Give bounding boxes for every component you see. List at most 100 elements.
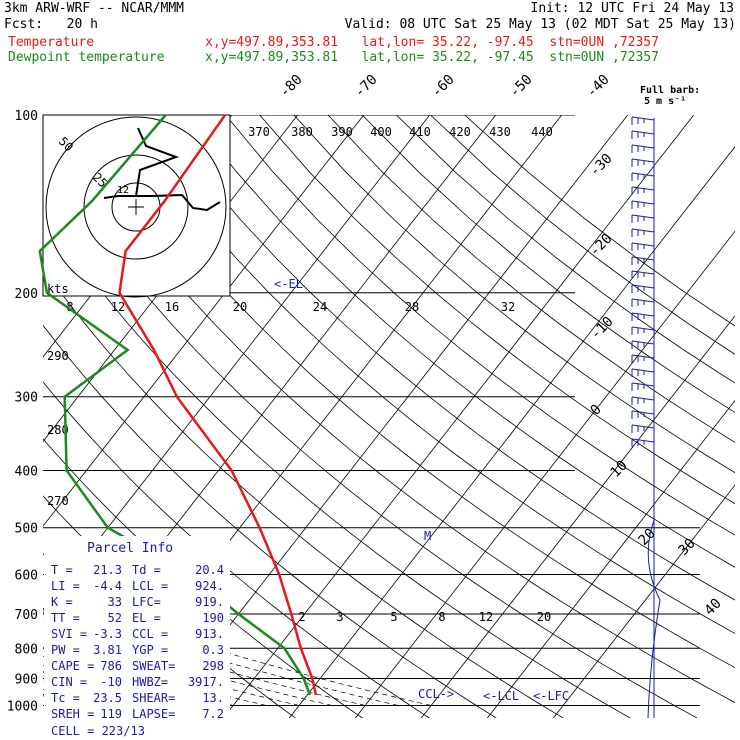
m-marker: M (424, 529, 431, 543)
wind-barb (631, 172, 655, 181)
parcel-info-value: 919. (195, 595, 224, 609)
parcel-info-key: Tc = (51, 691, 80, 705)
isotherm-label: -40 (584, 72, 613, 101)
dry-adiabat-line (122, 115, 735, 634)
parcel-info-background (44, 536, 230, 724)
dry-adiabat-label: 270 (47, 494, 69, 508)
el-marker: <-EL (274, 277, 303, 291)
pressure-tick-label: 900 (15, 672, 38, 687)
lower-mixing-label: 8 (438, 610, 445, 624)
isotherm-line (355, 230, 735, 718)
wind-barb (631, 200, 655, 209)
mixing-ratio-label: 16 (165, 300, 179, 314)
theta-e-label: 400 (370, 125, 392, 139)
parcel-info-value: 3.81 (93, 643, 122, 657)
parcel-info-value: -4.4 (93, 579, 122, 593)
parcel-info-key: SVI = (51, 627, 87, 641)
mixing-ratio-label: 12 (111, 300, 125, 314)
isotherm-label: -80 (277, 72, 306, 101)
dry-adiabat-line (293, 115, 735, 474)
parcel-info-key: LI = (51, 579, 80, 593)
temperature-profile (118, 114, 318, 696)
init-time: Init: 12 UTC Fri 24 May 13 (530, 1, 735, 16)
parcel-info-value: -3.3 (93, 627, 122, 641)
parcel-info-value: 786 (100, 659, 122, 673)
parcel-info-value: 20.4 (195, 563, 224, 577)
parcel-info-key: TT = (51, 611, 80, 625)
parcel-info-key: Td = (132, 563, 161, 577)
parcel-info-cell: CELL = 223/13 (51, 724, 145, 738)
parcel-info-key: SREH = (51, 707, 94, 721)
isotherm-line (421, 315, 735, 718)
temperature-legend-info: x,y=497.89,353.81 lat,lon= 35.22, -97.45… (205, 35, 659, 50)
dry-adiabat-line (259, 115, 735, 505)
wind-barb-legend: Full barb: (640, 85, 700, 96)
lower-mixing-label: 12 (479, 610, 493, 624)
lower-mixing-label: 5 (390, 610, 397, 624)
model-title: 3km ARW-WRF -- NCAR/MMM (4, 1, 185, 16)
theta-e-label: 430 (489, 125, 511, 139)
mixing-ratio-label: 28 (405, 300, 419, 314)
isotherm-label: 10 (608, 458, 631, 481)
parcel-info-value: 21.3 (93, 563, 122, 577)
wind-barb (631, 186, 655, 195)
parcel-info-key: HWBZ= (132, 675, 168, 689)
dry-adiabat-line (396, 115, 735, 384)
parcel-info-key: YGP = (132, 643, 168, 657)
theta-e-label: 390 (331, 125, 353, 139)
isotherm-label: 20 (636, 526, 659, 549)
mixing-ratio-label: 32 (501, 300, 515, 314)
isotherm-label: -60 (429, 72, 458, 101)
pressure-tick-label: 500 (15, 522, 38, 537)
theta-e-label: 420 (449, 125, 471, 139)
wind-barb (631, 284, 655, 293)
wind-barb (631, 270, 655, 279)
parcel-info-box (44, 536, 230, 724)
wind-barb-legend-units: 5 m s⁻¹ (644, 96, 686, 107)
wind-barb (631, 396, 655, 405)
parcel-info-key: SHEAR= (132, 691, 175, 705)
dry-adiabat-line (43, 151, 698, 718)
wind-barb (631, 382, 655, 391)
parcel-info-title: Parcel Info (87, 541, 173, 556)
theta-e-label: 380 (291, 125, 313, 139)
isotherm-line (157, 115, 629, 718)
hodograph-kts-label: kts (47, 282, 69, 296)
mixing-ratio-label: 20 (233, 300, 247, 314)
wind-barb (631, 326, 655, 335)
hodograph-ring-label: 12 (117, 185, 129, 196)
hodograph-ring (83, 154, 189, 260)
wind-barb (631, 242, 655, 251)
dry-adiabat-line (156, 115, 735, 601)
pressure-tick-label: 300 (15, 391, 38, 406)
parcel-info-key: K = (51, 595, 73, 609)
parcel-info-value: 33 (108, 595, 122, 609)
forecast-hour: Fcst: 20 h (4, 17, 98, 32)
dry-adiabat-line (191, 115, 735, 568)
parcel-info-key: PW = (51, 643, 80, 657)
parcel-info-value: 3917. (188, 675, 224, 689)
pressure-tick-label: 100 (15, 109, 38, 124)
pressure-tick-label: 200 (15, 287, 38, 302)
isotherm-line (43, 115, 365, 527)
wind-barb (631, 340, 655, 349)
parcel-info-key: LFC= (132, 595, 161, 609)
isotherm-line (0, 115, 34, 718)
dewpoint-legend-label: Dewpoint temperature (8, 50, 165, 65)
lower-mixing-label: 2 (298, 610, 305, 624)
parcel-info-value: 190 (202, 611, 224, 625)
parcel-info-value: -10 (100, 675, 122, 689)
isotherm-label: 0 (588, 402, 605, 419)
parcel-info-key: LCL = (132, 579, 168, 593)
dewpoint-legend-info: x,y=497.89,353.81 lat,lon= 35.22, -97.45… (205, 50, 659, 65)
isotherm-label: -30 (587, 151, 616, 180)
parcel-info-value: 924. (195, 579, 224, 593)
parcel-info-key: EL = (132, 611, 161, 625)
isotherm-label: -10 (588, 314, 617, 343)
wind-barb (631, 354, 655, 363)
parcel-info-value: 298 (202, 659, 224, 673)
dry-adiabat-line (327, 115, 735, 443)
pressure-tick-label: 1000 (7, 699, 38, 714)
